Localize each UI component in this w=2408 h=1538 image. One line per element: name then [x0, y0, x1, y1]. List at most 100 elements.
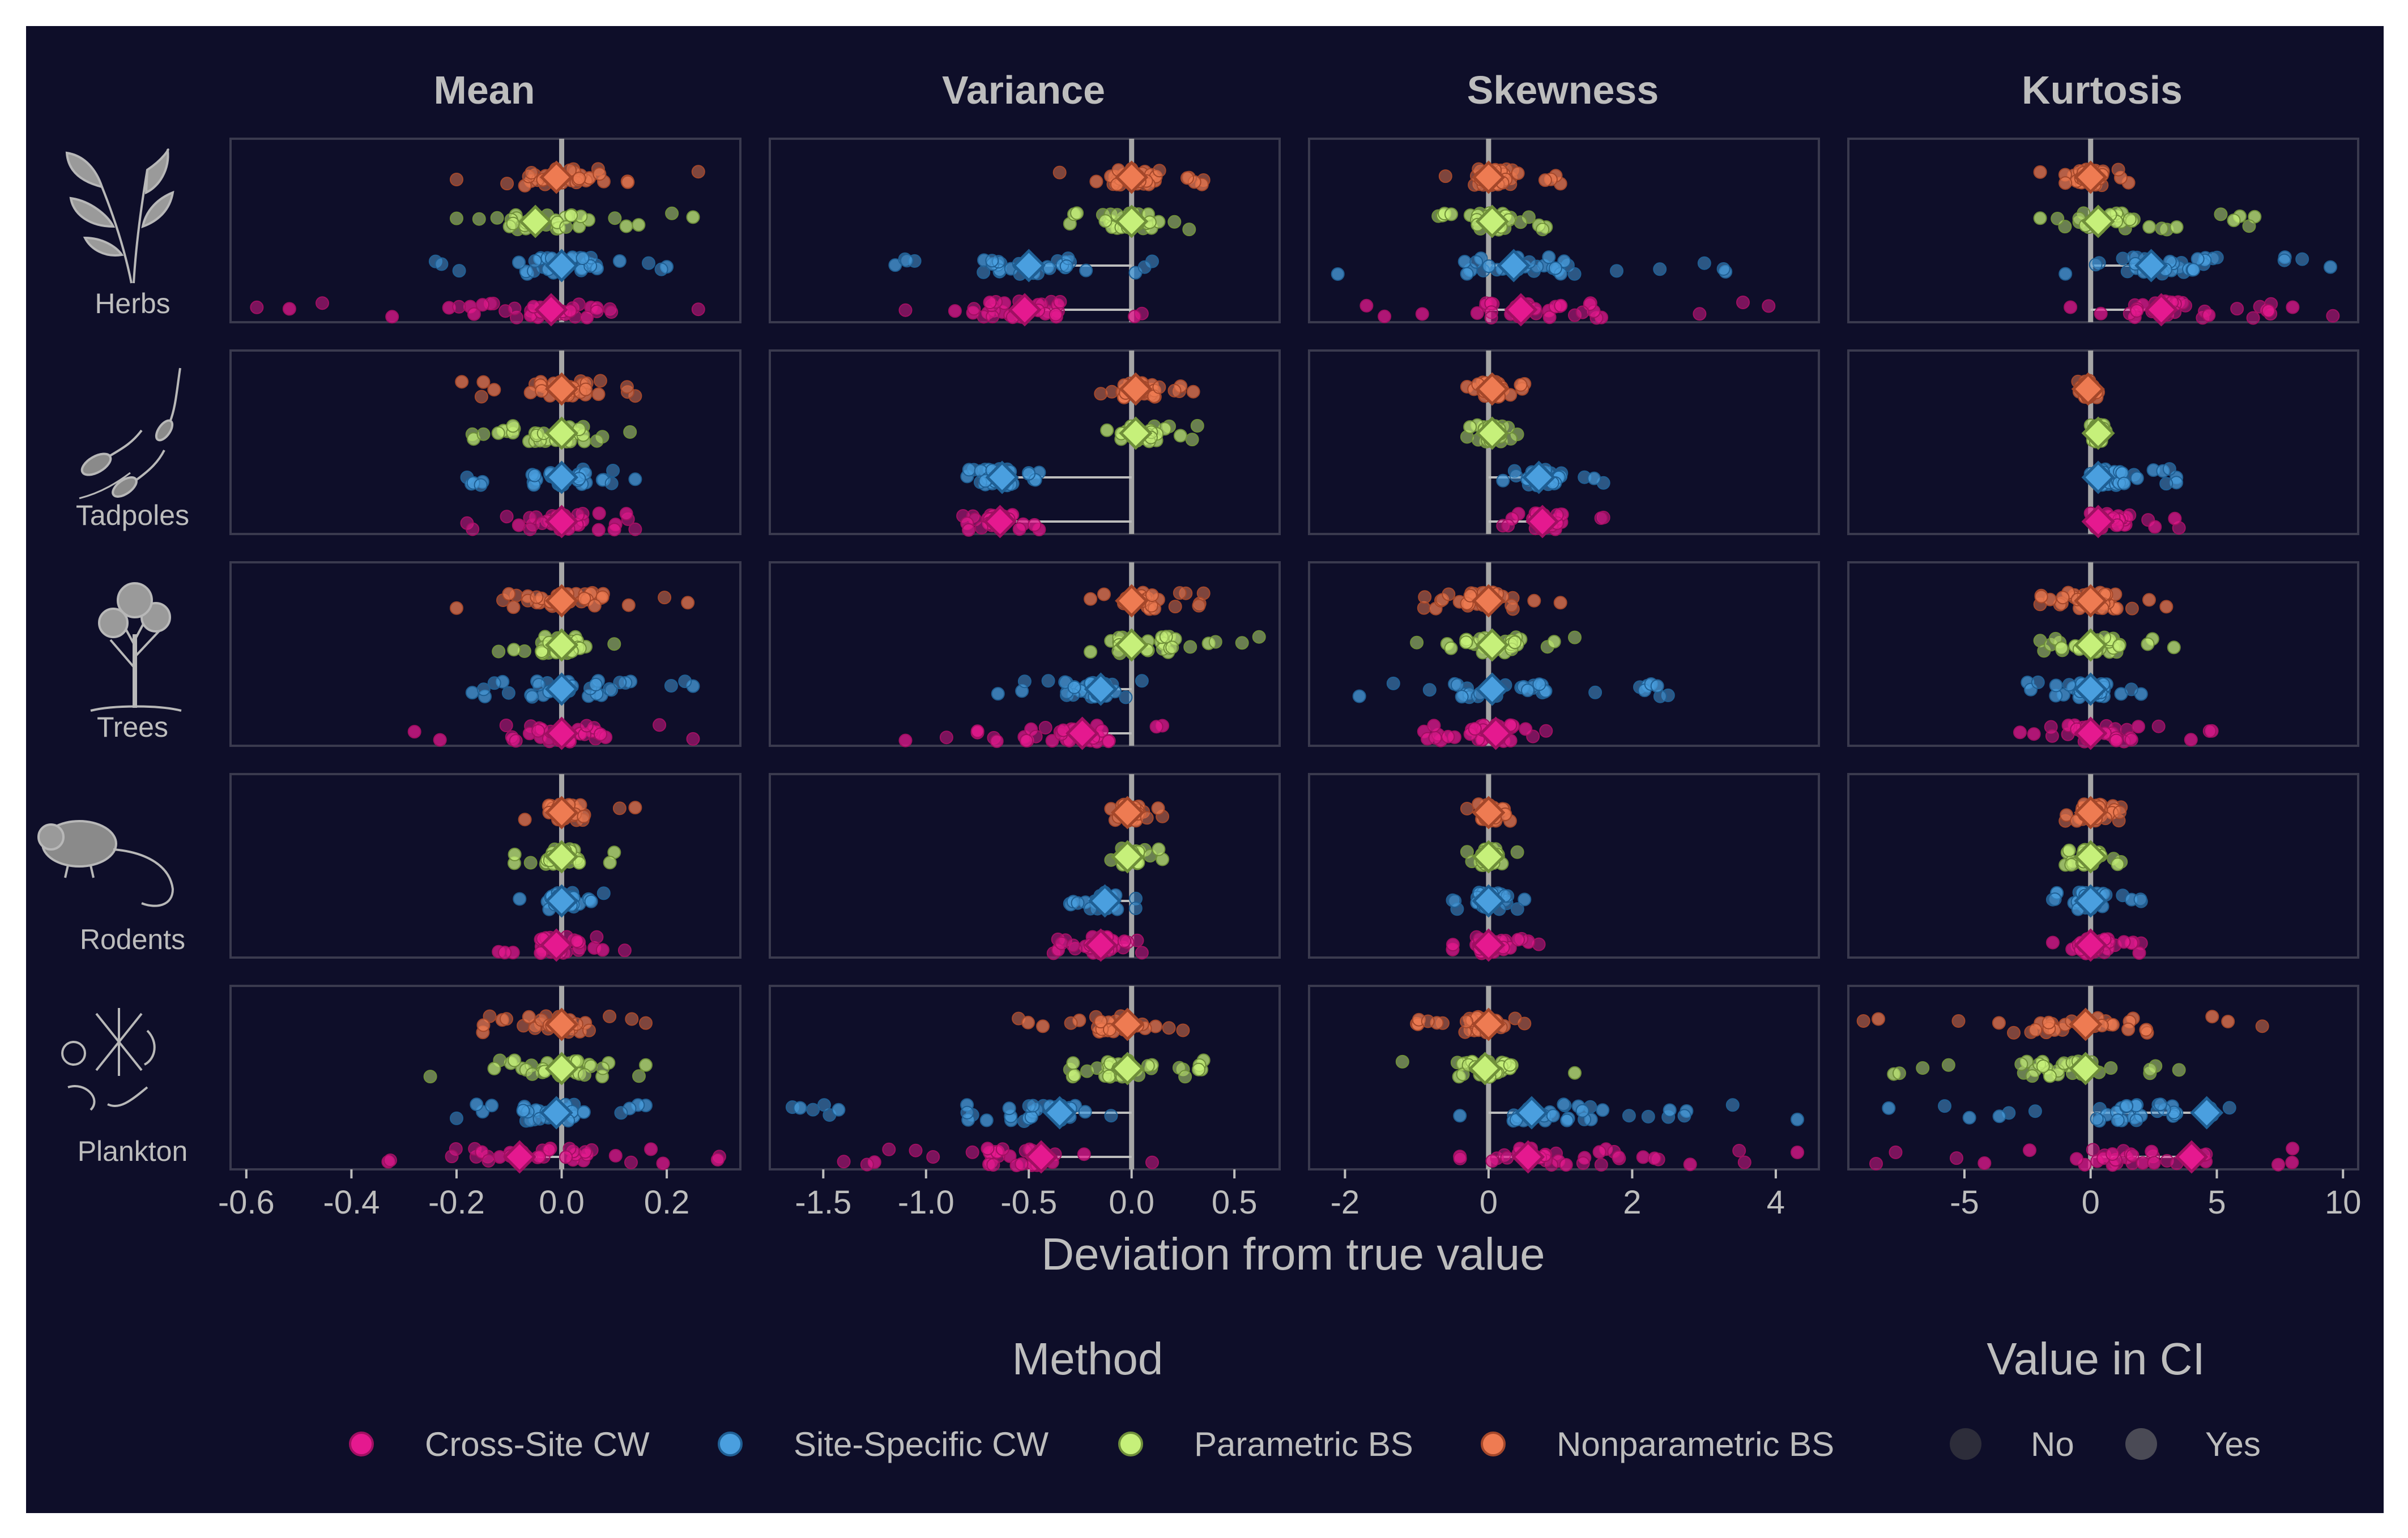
mean-diamond-cross-site-cw	[1472, 928, 1506, 962]
panel-trees-mean	[229, 561, 741, 750]
sample-point-site-specific-cw	[2154, 1097, 2167, 1112]
sample-point-parametric-bs	[1173, 429, 1187, 443]
sample-point-cross-site-cw	[1683, 1157, 1697, 1172]
sample-point-cross-site-cw	[383, 1154, 397, 1167]
sample-point-site-specific-cw	[1518, 892, 1532, 907]
sample-point-site-specific-cw	[2049, 678, 2063, 693]
sample-point-cross-site-cw	[644, 1142, 658, 1156]
sample-point-site-specific-cw	[2277, 253, 2291, 267]
sample-point-cross-site-cw	[2202, 724, 2217, 738]
sample-point-parametric-bs	[607, 637, 621, 651]
mean-diamond-parametric-bs	[1475, 628, 1509, 662]
mean-diamond-cross-site-cw	[1511, 1140, 1545, 1174]
sample-point-parametric-bs	[1178, 1070, 1192, 1084]
sample-point-parametric-bs	[572, 856, 586, 870]
sample-point-site-specific-cw	[1059, 259, 1073, 274]
sample-point-site-specific-cw	[596, 886, 611, 900]
sample-point-parametric-bs	[1510, 845, 1524, 859]
legend-label-site-specific-cw: Site-Specific CW	[794, 1425, 1049, 1463]
sample-point-nonparametric-bs	[455, 375, 469, 389]
sample-point-site-specific-cw	[2129, 1113, 2143, 1127]
legend-title-ci: Value in CI	[1987, 1334, 2205, 1384]
mean-diamond-parametric-bs	[1110, 840, 1144, 874]
sample-point-nonparametric-bs	[450, 173, 463, 186]
mean-diamond-cross-site-cw	[1504, 293, 1538, 327]
mean-diamond-site-specific-cw	[545, 672, 579, 706]
mean-diamond-parametric-bs	[1475, 204, 1509, 238]
panel-rodents-skewness	[1308, 773, 1820, 962]
panels	[229, 138, 2359, 1174]
row-label-herbs: Herbs	[95, 288, 170, 319]
sample-point-nonparametric-bs	[1021, 1015, 1035, 1029]
sample-point-nonparametric-bs	[1084, 592, 1098, 606]
sample-point-nonparametric-bs	[2255, 1019, 2269, 1033]
mean-diamond-cross-site-cw	[534, 293, 568, 327]
sample-point-parametric-bs	[1070, 206, 1084, 220]
mean-diamond-parametric-bs	[1119, 416, 1153, 450]
sample-point-parametric-bs	[491, 426, 505, 440]
sample-point-nonparametric-bs	[474, 390, 488, 404]
sample-point-site-specific-cw	[1331, 267, 1345, 281]
sample-point-nonparametric-bs	[1418, 590, 1432, 604]
legend-label-ci-yes: Yes	[2205, 1425, 2261, 1463]
panel-trees-variance	[769, 561, 1281, 750]
sample-point-site-specific-cw	[1002, 1101, 1016, 1116]
sample-point-parametric-bs	[1167, 215, 1182, 229]
sample-point-parametric-bs	[2064, 858, 2078, 872]
sample-point-parametric-bs	[2143, 1062, 2157, 1076]
sample-point-cross-site-cw	[974, 521, 988, 535]
sample-point-site-specific-cw	[474, 478, 488, 492]
x-tick-label: -0.5	[1000, 1184, 1057, 1221]
panel-herbs-mean	[229, 138, 741, 327]
sample-point-nonparametric-bs	[487, 383, 501, 397]
sample-point-parametric-bs	[1941, 1058, 1955, 1072]
sample-point-site-specific-cw	[1588, 685, 1603, 699]
sample-point-site-specific-cw	[1469, 255, 1484, 269]
sample-point-parametric-bs	[1141, 1059, 1155, 1073]
sample-point-parametric-bs	[1084, 645, 1098, 659]
panel-rodents-kurtosis	[1847, 773, 2359, 962]
sample-point-cross-site-cw	[1511, 933, 1525, 947]
sample-point-site-specific-cw	[1119, 690, 1133, 704]
sample-point-nonparametric-bs	[2007, 1026, 2021, 1040]
sample-point-site-specific-cw	[628, 472, 642, 486]
sample-point-cross-site-cw	[2286, 1142, 2300, 1156]
panel-plankton-variance	[769, 985, 1281, 1174]
sample-point-cross-site-cw	[898, 733, 913, 747]
sample-point-site-specific-cw	[1596, 1103, 1610, 1117]
sample-point-parametric-bs	[508, 1053, 522, 1067]
sample-point-parametric-bs	[450, 211, 463, 225]
sample-point-site-specific-cw	[1041, 674, 1055, 688]
sample-point-cross-site-cw	[604, 305, 619, 319]
sample-point-cross-site-cw	[2271, 1157, 2285, 1172]
mean-diamond-nonparametric-bs	[545, 584, 579, 618]
legend-key-cross-site-cw	[349, 1432, 374, 1456]
sample-point-parametric-bs	[2172, 1063, 2186, 1077]
panel-trees-skewness	[1308, 561, 1820, 750]
sample-point-site-specific-cw	[1078, 1105, 1092, 1119]
sample-point-site-specific-cw	[1557, 1097, 1571, 1112]
sample-point-site-specific-cw	[817, 1098, 831, 1112]
legend-key-nonparametric-bs	[1481, 1432, 1506, 1456]
sample-point-site-specific-cw	[2048, 892, 2062, 906]
sample-point-site-specific-cw	[527, 468, 542, 482]
mean-diamond-parametric-bs	[1115, 628, 1149, 662]
sample-point-cross-site-cw	[2132, 720, 2145, 734]
sample-point-parametric-bs	[1235, 636, 1249, 650]
mean-diamond-parametric-bs	[1115, 204, 1149, 238]
sample-point-cross-site-cw	[1576, 1156, 1590, 1170]
sample-point-nonparametric-bs	[1064, 1016, 1078, 1030]
sample-point-site-specific-cw	[2120, 1099, 2134, 1113]
sample-point-cross-site-cw	[2261, 304, 2275, 318]
sample-point-parametric-bs	[2033, 211, 2047, 225]
panel-plankton-kurtosis	[1847, 985, 2359, 1174]
mean-diamond-nonparametric-bs	[2074, 160, 2108, 194]
sample-point-cross-site-cw	[592, 506, 606, 520]
x-tick-label: 2	[1623, 1184, 1641, 1221]
mean-diamond-parametric-bs	[1468, 1052, 1502, 1086]
sample-point-cross-site-cw	[2045, 729, 2059, 743]
sample-point-cross-site-cw	[2286, 300, 2300, 314]
sample-point-site-specific-cw	[1352, 689, 1366, 703]
rodents-illustration	[37, 820, 174, 907]
mean-diamond-parametric-bs	[545, 628, 579, 662]
